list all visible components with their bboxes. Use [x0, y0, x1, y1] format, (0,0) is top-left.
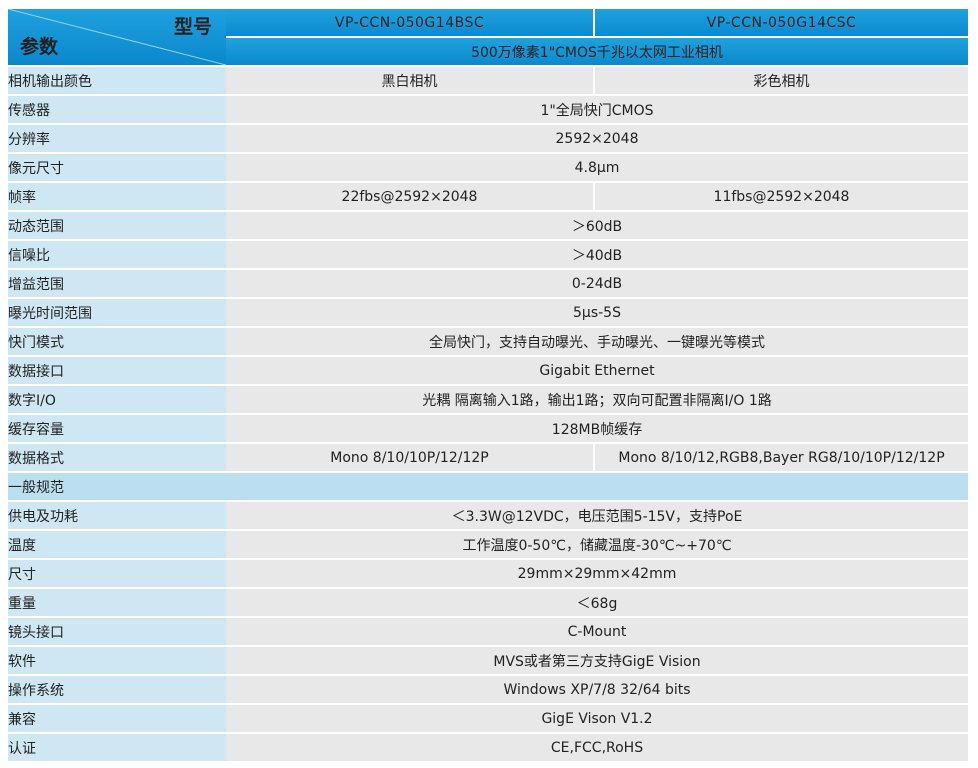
row-pixel-size: 像元尺寸 4.8μm — [8, 153, 968, 183]
row-resolution: 分辨率 2592×2048 — [8, 124, 968, 154]
row-os: 操作系统 Windows XP/7/8 32/64 bits — [8, 675, 968, 705]
row-dimensions: 尺寸 29mm×29mm×42mm — [8, 559, 968, 589]
row-label: 兼容 — [8, 704, 226, 734]
row-compatibility: 兼容 GigE Vison V1.2 — [8, 704, 968, 734]
row-value-color: 11fbs@2592×2048 — [594, 182, 968, 212]
row-label: 动态范围 — [8, 211, 226, 241]
header-row-description: 500万像素1"CMOS千兆以太网工业相机 — [8, 37, 968, 67]
row-weight: 重量 ＜68g — [8, 588, 968, 618]
header-corner-cell: 型号 参数 — [8, 9, 226, 67]
params-label: 参数 — [20, 36, 59, 58]
row-value: 4.8μm — [226, 153, 968, 183]
row-certification: 认证 CE,FCC,RoHS — [8, 733, 968, 763]
row-label: 温度 — [8, 530, 226, 560]
row-value: ＜3.3W@12VDC，电压范围5-15V，支持PoE — [226, 501, 968, 531]
row-value-color: Mono 8/10/12,RGB8,Bayer RG8/10/10P/12/12… — [594, 443, 968, 473]
row-power: 供电及功耗 ＜3.3W@12VDC，电压范围5-15V，支持PoE — [8, 501, 968, 531]
row-value-color: 彩色相机 — [594, 66, 968, 96]
row-label: 分辨率 — [8, 124, 226, 154]
row-temperature: 温度 工作温度0-50℃，储藏温度-30℃~+70℃ — [8, 530, 968, 560]
section-title: 一般规范 — [8, 472, 968, 502]
row-value: 0-24dB — [226, 269, 968, 299]
row-label: 软件 — [8, 646, 226, 676]
row-value: 2592×2048 — [226, 124, 968, 154]
row-value: Gigabit Ethernet — [226, 356, 968, 386]
section-general-row: 一般规范 — [8, 472, 968, 502]
row-value-mono: Mono 8/10/10P/12/12P — [226, 443, 595, 473]
row-value: 工作温度0-50℃，储藏温度-30℃~+70℃ — [226, 530, 968, 560]
row-value: 全局快门，支持自动曝光、手动曝光、一键曝光等模式 — [226, 327, 968, 357]
row-digital-io: 数字I/O 光耦 隔离输入1路，输出1路；双向可配置非隔离I/O 1路 — [8, 385, 968, 415]
row-value-mono: 黑白相机 — [226, 66, 595, 96]
row-label: 镜头接口 — [8, 617, 226, 647]
header-row-models: 型号 参数 VP-CCN-050G14BSC VP-CCN-050G14CSC — [8, 9, 968, 67]
product-description: 500万像素1"CMOS千兆以太网工业相机 — [226, 37, 968, 67]
row-frame-rate: 帧率 22fbs@2592×2048 11fbs@2592×2048 — [8, 182, 968, 212]
spec-table: 型号 参数 VP-CCN-050G14BSC VP-CCN-050G14CSC … — [8, 9, 968, 763]
row-label: 曝光时间范围 — [8, 298, 226, 328]
row-label: 数据格式 — [8, 443, 226, 473]
row-output-color: 相机输出颜色 黑白相机 彩色相机 — [8, 66, 968, 96]
row-exposure: 曝光时间范围 5μs-5S — [8, 298, 968, 328]
row-value: ＞60dB — [226, 211, 968, 241]
row-value: 128MB帧缓存 — [226, 414, 968, 444]
row-value: 1"全局快门CMOS — [226, 95, 968, 125]
row-label: 数字I/O — [8, 385, 226, 415]
row-value: GigE Vison V1.2 — [226, 704, 968, 734]
row-shutter: 快门模式 全局快门，支持自动曝光、手动曝光、一键曝光等模式 — [8, 327, 968, 357]
row-label: 供电及功耗 — [8, 501, 226, 531]
row-value: ＞40dB — [226, 240, 968, 270]
row-gain: 增益范围 0-24dB — [8, 269, 968, 299]
row-value: 5μs-5S — [226, 298, 968, 328]
row-software: 软件 MVS或者第三方支持GigE Vision — [8, 646, 968, 676]
row-label: 传感器 — [8, 95, 226, 125]
row-value-mono: 22fbs@2592×2048 — [226, 182, 595, 212]
row-label: 像元尺寸 — [8, 153, 226, 183]
row-label: 重量 — [8, 588, 226, 618]
diagonal-divider — [8, 9, 225, 64]
row-label: 增益范围 — [8, 269, 226, 299]
row-label: 缓存容量 — [8, 414, 226, 444]
row-label: 相机输出颜色 — [8, 66, 226, 96]
row-value: Windows XP/7/8 32/64 bits — [226, 675, 968, 705]
row-label: 信噪比 — [8, 240, 226, 270]
row-value: MVS或者第三方支持GigE Vision — [226, 646, 968, 676]
row-value: CE,FCC,RoHS — [226, 733, 968, 763]
model-name-mono: VP-CCN-050G14BSC — [226, 9, 595, 38]
row-data-interface: 数据接口 Gigabit Ethernet — [8, 356, 968, 386]
row-label: 尺寸 — [8, 559, 226, 589]
row-buffer: 缓存容量 128MB帧缓存 — [8, 414, 968, 444]
row-label: 快门模式 — [8, 327, 226, 357]
row-sensor: 传感器 1"全局快门CMOS — [8, 95, 968, 125]
row-label: 帧率 — [8, 182, 226, 212]
row-value: 光耦 隔离输入1路，输出1路；双向可配置非隔离I/O 1路 — [226, 385, 968, 415]
row-label: 操作系统 — [8, 675, 226, 705]
row-value: C-Mount — [226, 617, 968, 647]
model-label: 型号 — [173, 16, 212, 38]
row-lens-mount: 镜头接口 C-Mount — [8, 617, 968, 647]
row-data-format: 数据格式 Mono 8/10/10P/12/12P Mono 8/10/12,R… — [8, 443, 968, 473]
row-value: ＜68g — [226, 588, 968, 618]
row-label: 数据接口 — [8, 356, 226, 386]
row-label: 认证 — [8, 733, 226, 763]
row-snr: 信噪比 ＞40dB — [8, 240, 968, 270]
row-dynamic-range: 动态范围 ＞60dB — [8, 211, 968, 241]
model-name-color: VP-CCN-050G14CSC — [594, 9, 968, 38]
row-value: 29mm×29mm×42mm — [226, 559, 968, 589]
